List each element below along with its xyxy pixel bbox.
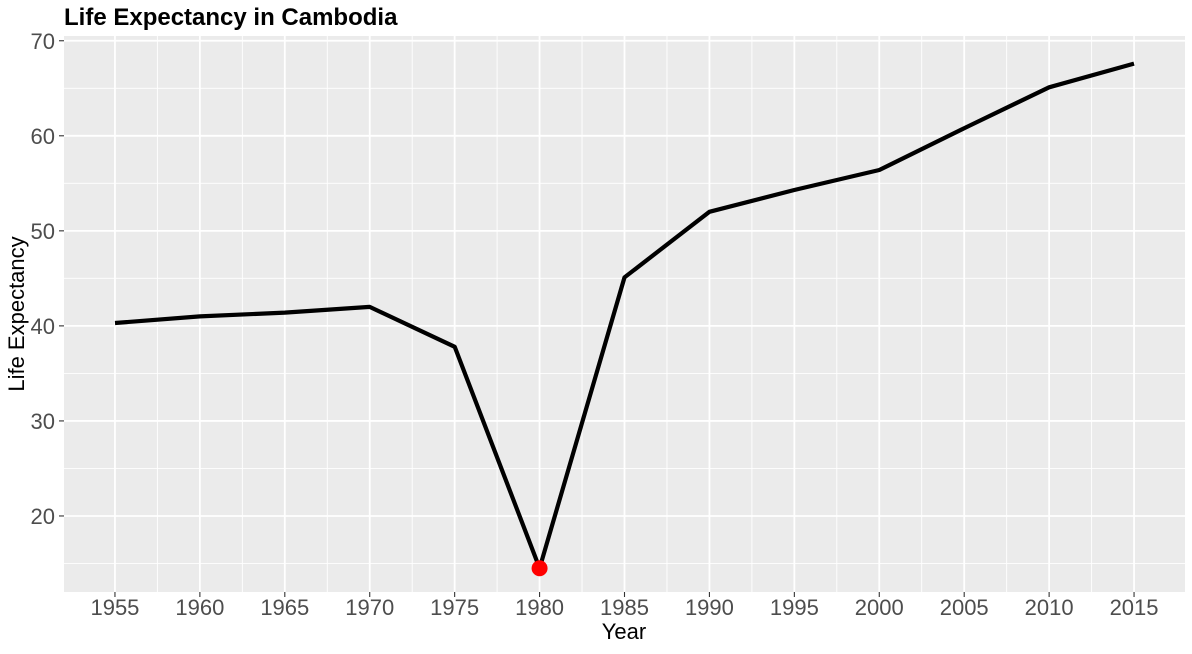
- x-tick-label: 2005: [940, 595, 989, 620]
- y-tick-label: 60: [31, 124, 55, 149]
- x-tick-label: 1990: [685, 595, 734, 620]
- y-tick-label: 40: [31, 314, 55, 339]
- y-tick-label: 20: [31, 504, 55, 529]
- series-layer: [114, 61, 1135, 577]
- x-tick-label: 2010: [1025, 595, 1074, 620]
- x-tick-label: 1960: [175, 595, 224, 620]
- chart-title: Life Expectancy in Cambodia: [64, 4, 398, 31]
- x-tick-label: 2015: [1110, 595, 1159, 620]
- x-tick-label: 1980: [515, 595, 564, 620]
- major-gridlines: [64, 36, 1185, 592]
- x-tick-label: 1970: [345, 595, 394, 620]
- x-tick-label: 2000: [855, 595, 904, 620]
- x-tick-label: 1995: [770, 595, 819, 620]
- highlight-point: [531, 560, 548, 577]
- y-tick-label: 70: [31, 29, 55, 54]
- x-tick-label: 1955: [90, 595, 139, 620]
- x-tick-label: 1965: [260, 595, 309, 620]
- y-axis: 20 30 40 50 60 70: [31, 29, 64, 529]
- y-tick-label: 50: [31, 219, 55, 244]
- y-tick-label: 30: [31, 409, 55, 434]
- x-axis: 1955 1960 1965 1970 1975 1980 1985 1990 1995 2000…: [90, 592, 1159, 620]
- series-line: [114, 61, 1135, 571]
- y-axis-label: Life Expectancy: [4, 236, 29, 391]
- x-axis-label: Year: [602, 619, 646, 644]
- x-tick-label: 1975: [430, 595, 479, 620]
- x-tick-label: 1985: [600, 595, 649, 620]
